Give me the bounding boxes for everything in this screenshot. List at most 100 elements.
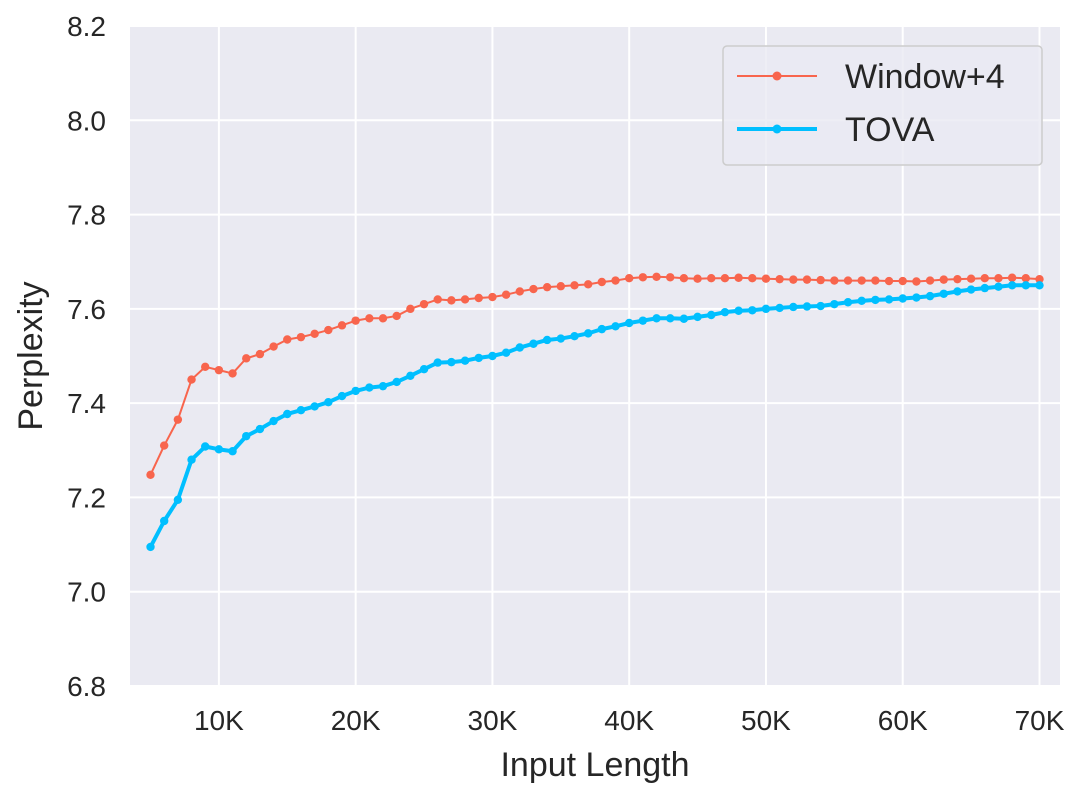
data-point-tova: [474, 353, 483, 363]
data-point-window4: [925, 276, 935, 285]
data-point-window4: [419, 299, 429, 309]
data-point-tova: [556, 334, 566, 343]
data-point-tova: [898, 294, 907, 303]
x-axis-title: Input Length: [500, 746, 689, 784]
series-tova: [146, 281, 1044, 552]
data-point-window4: [447, 296, 456, 305]
data-point-window4: [966, 274, 976, 283]
data-point-window4: [761, 274, 771, 283]
legend-marker-tova: [772, 124, 782, 134]
data-point-window4: [980, 274, 989, 283]
x-tick-label: 20K: [331, 705, 381, 736]
data-point-window4: [611, 276, 620, 285]
data-point-window4: [748, 274, 757, 283]
data-point-tova: [269, 416, 278, 426]
data-point-window4: [994, 274, 1003, 283]
data-point-tova: [529, 339, 538, 348]
data-point-window4: [542, 282, 552, 292]
data-point-tova: [925, 291, 935, 301]
data-point-tova: [542, 335, 552, 345]
data-point-tova: [789, 302, 798, 312]
x-tick-label: 70K: [1015, 705, 1065, 736]
data-point-tova: [255, 424, 265, 434]
x-tick-label: 10K: [194, 705, 244, 736]
data-point-tova: [187, 455, 196, 464]
data-point-window4: [953, 274, 962, 284]
legend-marker-window4: [772, 71, 782, 81]
data-point-window4: [515, 287, 524, 296]
data-point-window4: [1007, 273, 1017, 282]
data-point-tova: [884, 295, 894, 304]
data-point-tova: [816, 301, 825, 311]
data-point-window4: [912, 277, 921, 286]
data-point-window4: [570, 281, 579, 290]
data-point-window4: [296, 332, 306, 342]
legend-label-tova: TOVA: [845, 111, 935, 149]
data-point-tova: [652, 314, 661, 323]
y-tick-label: 7.6: [67, 294, 106, 325]
data-point-tova: [146, 542, 155, 552]
data-point-window4: [365, 314, 374, 323]
data-point-window4: [666, 273, 675, 282]
legend: Window+4 TOVA: [722, 45, 1043, 166]
data-point-tova: [419, 365, 429, 374]
data-point-tova: [953, 287, 962, 296]
data-point-tova: [283, 409, 292, 419]
data-point-window4: [789, 275, 798, 284]
x-tick-label: 40K: [604, 705, 654, 736]
data-point-window4: [460, 295, 470, 304]
data-point-tova: [296, 406, 306, 415]
data-point-tova: [242, 431, 251, 441]
data-point-window4: [310, 329, 319, 339]
x-tick-label: 50K: [741, 705, 791, 736]
data-point-tova: [310, 402, 319, 411]
data-point-window4: [378, 314, 388, 323]
data-point-window4: [816, 275, 825, 285]
data-point-window4: [652, 272, 661, 281]
data-point-window4: [679, 274, 689, 283]
data-point-window4: [337, 321, 347, 330]
x-tick-label: 30K: [468, 705, 518, 736]
data-point-tova: [871, 295, 880, 305]
data-point-tova: [433, 358, 442, 367]
data-point-tova: [994, 282, 1003, 291]
data-point-tova: [515, 343, 524, 352]
data-point-window4: [283, 335, 292, 344]
data-point-tova: [392, 377, 401, 387]
data-point-tova: [912, 293, 921, 302]
data-point-tova: [748, 306, 757, 315]
data-point-tova: [707, 310, 716, 320]
y-tick-labels: 6.8 7.0 7.2 7.4 7.6 7.8 8.0 8.2: [67, 11, 106, 702]
data-point-tova: [966, 285, 976, 294]
data-point-tova: [351, 386, 360, 396]
data-point-window4: [474, 293, 483, 303]
data-point-window4: [187, 375, 196, 384]
data-point-tova: [624, 318, 634, 328]
y-tick-label: 7.4: [67, 388, 106, 419]
x-tick-labels: 10K 20K 30K 40K 50K 60K 70K: [194, 705, 1065, 736]
data-point-window4: [146, 470, 155, 479]
data-point-tova: [666, 314, 675, 323]
data-point-window4: [488, 292, 497, 302]
grid: [130, 25, 1060, 687]
y-axis-title: Perplexity: [12, 281, 50, 430]
data-point-window4: [173, 415, 183, 424]
data-point-tova: [406, 371, 415, 380]
data-point-tova: [447, 357, 456, 367]
data-point-tova: [857, 296, 866, 306]
data-point-tova: [378, 381, 388, 391]
data-point-window4: [898, 276, 907, 286]
data-point-window4: [583, 280, 593, 289]
data-point-window4: [392, 311, 401, 321]
data-point-tova: [802, 302, 812, 311]
data-point-tova: [460, 356, 470, 365]
data-point-window4: [433, 295, 442, 304]
data-point-tova: [201, 442, 210, 451]
data-point-tova: [638, 316, 648, 325]
y-tick-label: 6.8: [67, 671, 106, 702]
data-point-tova: [501, 348, 511, 357]
data-point-tova: [734, 306, 743, 315]
data-point-window4: [884, 276, 894, 286]
data-point-window4: [638, 273, 648, 282]
